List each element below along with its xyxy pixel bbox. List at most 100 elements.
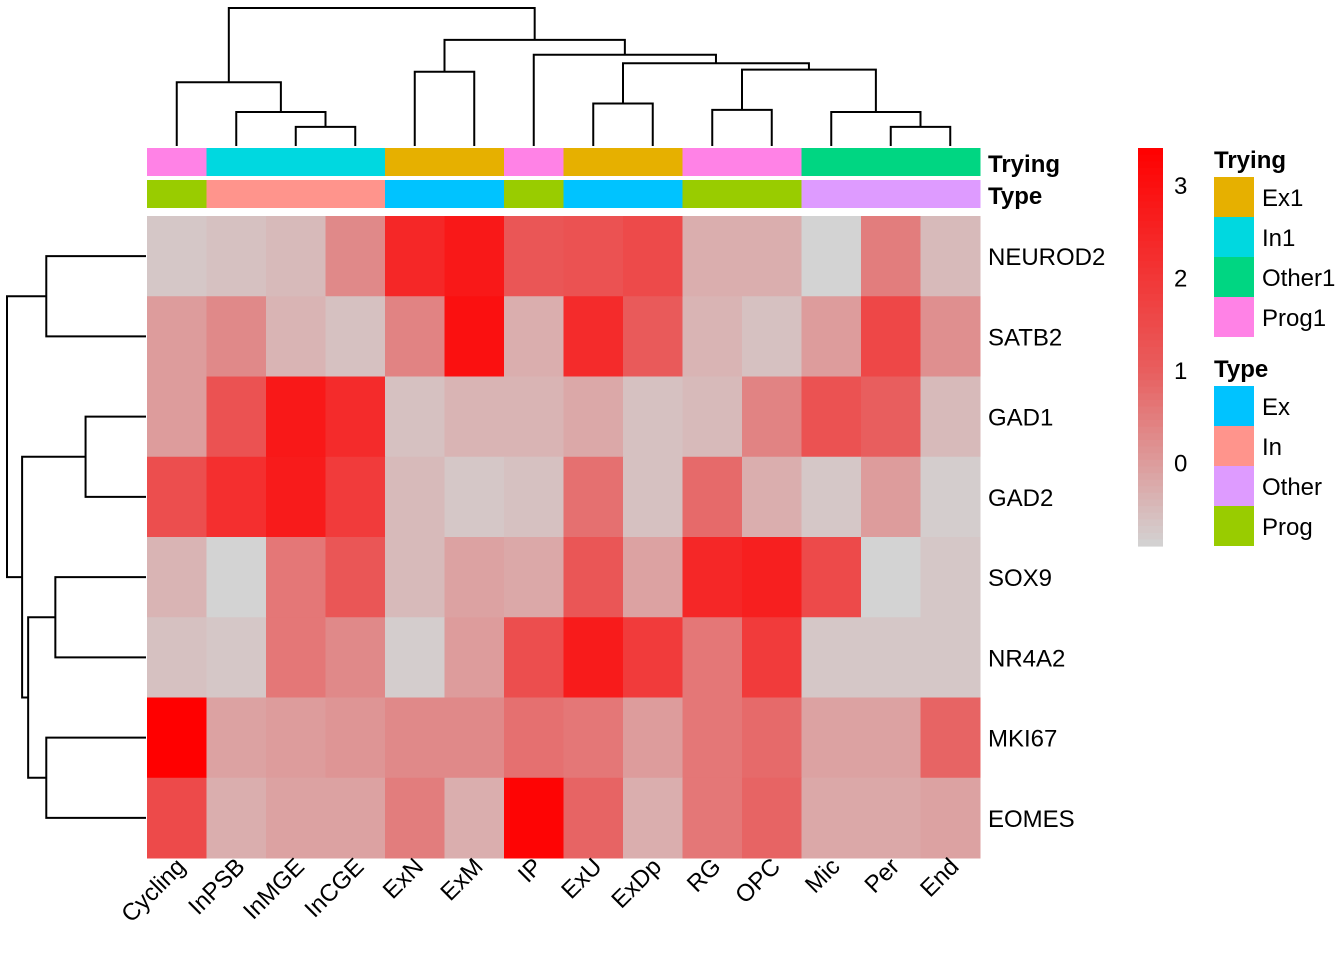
dendrogram-branch	[45, 255, 146, 338]
colorbar-segment	[1138, 174, 1163, 182]
dendrogram-branch	[532, 53, 717, 146]
heatmap-cell-SATB2-InPSB	[206, 296, 267, 377]
dendrogram-branch	[443, 38, 626, 72]
heatmap-cell-EOMES-InMGE	[266, 777, 326, 859]
column-label: ExN	[378, 853, 429, 904]
heatmap-cell-NEUROD2-IP	[504, 216, 564, 297]
heatmap-cell-NEUROD2-Mic	[801, 216, 862, 297]
heatmap-cell-EOMES-ExM	[444, 777, 505, 859]
heatmap-cell-GAD1-InCGE	[325, 376, 386, 458]
colorbar-segment	[1138, 287, 1163, 295]
annotation-cell-type	[325, 180, 386, 208]
heatmap-cell-NR4A2-Cycling	[147, 617, 207, 698]
heatmap-cell-NEUROD2-ExU	[563, 216, 624, 297]
heatmap-cell-GAD1-OPC	[742, 376, 802, 458]
legend-swatch	[1214, 297, 1254, 337]
heatmap-cell-EOMES-ExU	[563, 777, 624, 859]
heatmap-cell-EOMES-ExDp	[623, 777, 683, 859]
heatmap-cell-EOMES-Mic	[801, 777, 862, 859]
colorbar-segment	[1138, 280, 1163, 288]
colorbar-segment	[1138, 254, 1163, 262]
heatmap-cell-NEUROD2-ExM	[444, 216, 505, 297]
colorbar-segment	[1138, 347, 1163, 355]
heatmap-cell-GAD2-End	[920, 456, 981, 538]
row-labels: NEUROD2 SATB2 GAD1 GAD2 SOX9 NR4A2 MKI67 EOMES	[988, 244, 1105, 833]
heatmap-cell-SOX9-OPC	[742, 537, 802, 618]
colorbar-segment	[1138, 393, 1163, 401]
heatmap-cell-SOX9-InMGE	[266, 537, 326, 618]
annotation-cell-trying	[563, 148, 624, 176]
dendrogram-branch	[741, 68, 877, 113]
colorbar-tick-label: 1	[1174, 358, 1187, 385]
annotation-cell-type	[444, 180, 505, 208]
heatmap-cell-MKI67-RG	[682, 697, 743, 779]
colorbar-segment	[1138, 433, 1163, 441]
dendrogram-branch	[711, 108, 773, 146]
colorbar-segment	[1138, 400, 1163, 408]
heatmap-cell-MKI67-Mic	[801, 697, 862, 779]
heatmap-cell-SOX9-Per	[861, 537, 921, 618]
colorbar-segment	[1138, 532, 1163, 540]
heatmap-cell-NR4A2-End	[920, 617, 981, 698]
heatmap-cell-SATB2-Mic	[801, 296, 862, 377]
heatmap-cell-SOX9-InPSB	[206, 537, 267, 618]
annotation-cell-type	[742, 180, 802, 208]
annotation-label-trying: Trying	[988, 151, 1060, 178]
colorbar-segment	[1138, 406, 1163, 414]
annotation-cell-trying	[742, 148, 802, 176]
colorbar-segment	[1138, 327, 1163, 335]
heatmap-cell-NEUROD2-RG	[682, 216, 743, 297]
colorbar-segment	[1138, 519, 1163, 527]
colorbar-segment	[1138, 194, 1163, 202]
heatmap-cell-MKI67-Per	[861, 697, 921, 779]
heatmap-cell-SOX9-ExM	[444, 537, 505, 618]
dendrogram-branch	[175, 81, 282, 146]
heatmap-cell-GAD2-Mic	[801, 456, 862, 538]
heatmap-cell-GAD2-InMGE	[266, 456, 326, 538]
heatmap-cell-SOX9-RG	[682, 537, 743, 618]
colorbar-segment	[1138, 167, 1163, 176]
colorbar-segment	[1138, 413, 1163, 421]
heatmap-cell-MKI67-ExM	[444, 697, 505, 779]
annotation-legend: Trying Ex1 In1 Other1 Prog1 Type Ex In Other Prog	[1214, 147, 1335, 546]
heatmap-cell-MKI67-Cycling	[147, 697, 207, 779]
colorbar-tick-label: 3	[1174, 173, 1187, 200]
legend-label: Prog1	[1262, 305, 1326, 332]
heatmap-cell-GAD1-InMGE	[266, 376, 326, 458]
dendrogram-branch	[830, 111, 922, 146]
heatmap-cell-GAD2-ExM	[444, 456, 505, 538]
heatmap-cell-SATB2-OPC	[742, 296, 802, 377]
heatmap-cell-GAD2-OPC	[742, 456, 802, 538]
heatmap-cell-GAD1-ExDp	[623, 376, 683, 458]
colorbar-segment	[1138, 459, 1163, 467]
colorbar-segment	[1138, 148, 1163, 156]
dendrogram-branch	[54, 576, 146, 659]
colorbar-segment	[1138, 300, 1163, 308]
heatmap-cell-NR4A2-OPC	[742, 617, 802, 698]
heatmap-cell-NR4A2-IP	[504, 617, 564, 698]
dendrogram-branch	[84, 415, 146, 498]
colorbar-segment	[1138, 473, 1163, 481]
dendrogram-branch	[592, 102, 654, 146]
column-label: InPSB	[183, 853, 250, 920]
row-label: EOMES	[988, 806, 1075, 833]
heatmap-cells	[147, 216, 981, 859]
heatmap-cell-SATB2-ExU	[563, 296, 624, 377]
heatmap-cell-GAD2-IP	[504, 456, 564, 538]
heatmap-cell-MKI67-End	[920, 697, 981, 779]
colorbar-segment	[1138, 506, 1163, 514]
colorbar-segment	[1138, 207, 1163, 215]
annotation-cell-trying	[801, 148, 862, 176]
heatmap-cell-GAD2-InCGE	[325, 456, 386, 538]
annotation-cell-trying	[623, 148, 683, 176]
legend-label: Ex	[1262, 394, 1290, 421]
heatmap-cell-MKI67-ExU	[563, 697, 624, 779]
heatmap-cell-NR4A2-Mic	[801, 617, 862, 698]
colorbar-segment	[1138, 526, 1163, 534]
heatmap-cell-NR4A2-ExU	[563, 617, 624, 698]
heatmap-cell-EOMES-End	[920, 777, 981, 859]
row-label: GAD1	[988, 405, 1053, 432]
heatmap-cell-GAD1-InPSB	[206, 376, 267, 458]
heatmap-cell-SATB2-InMGE	[266, 296, 326, 377]
dendrogram-branch	[294, 125, 357, 146]
